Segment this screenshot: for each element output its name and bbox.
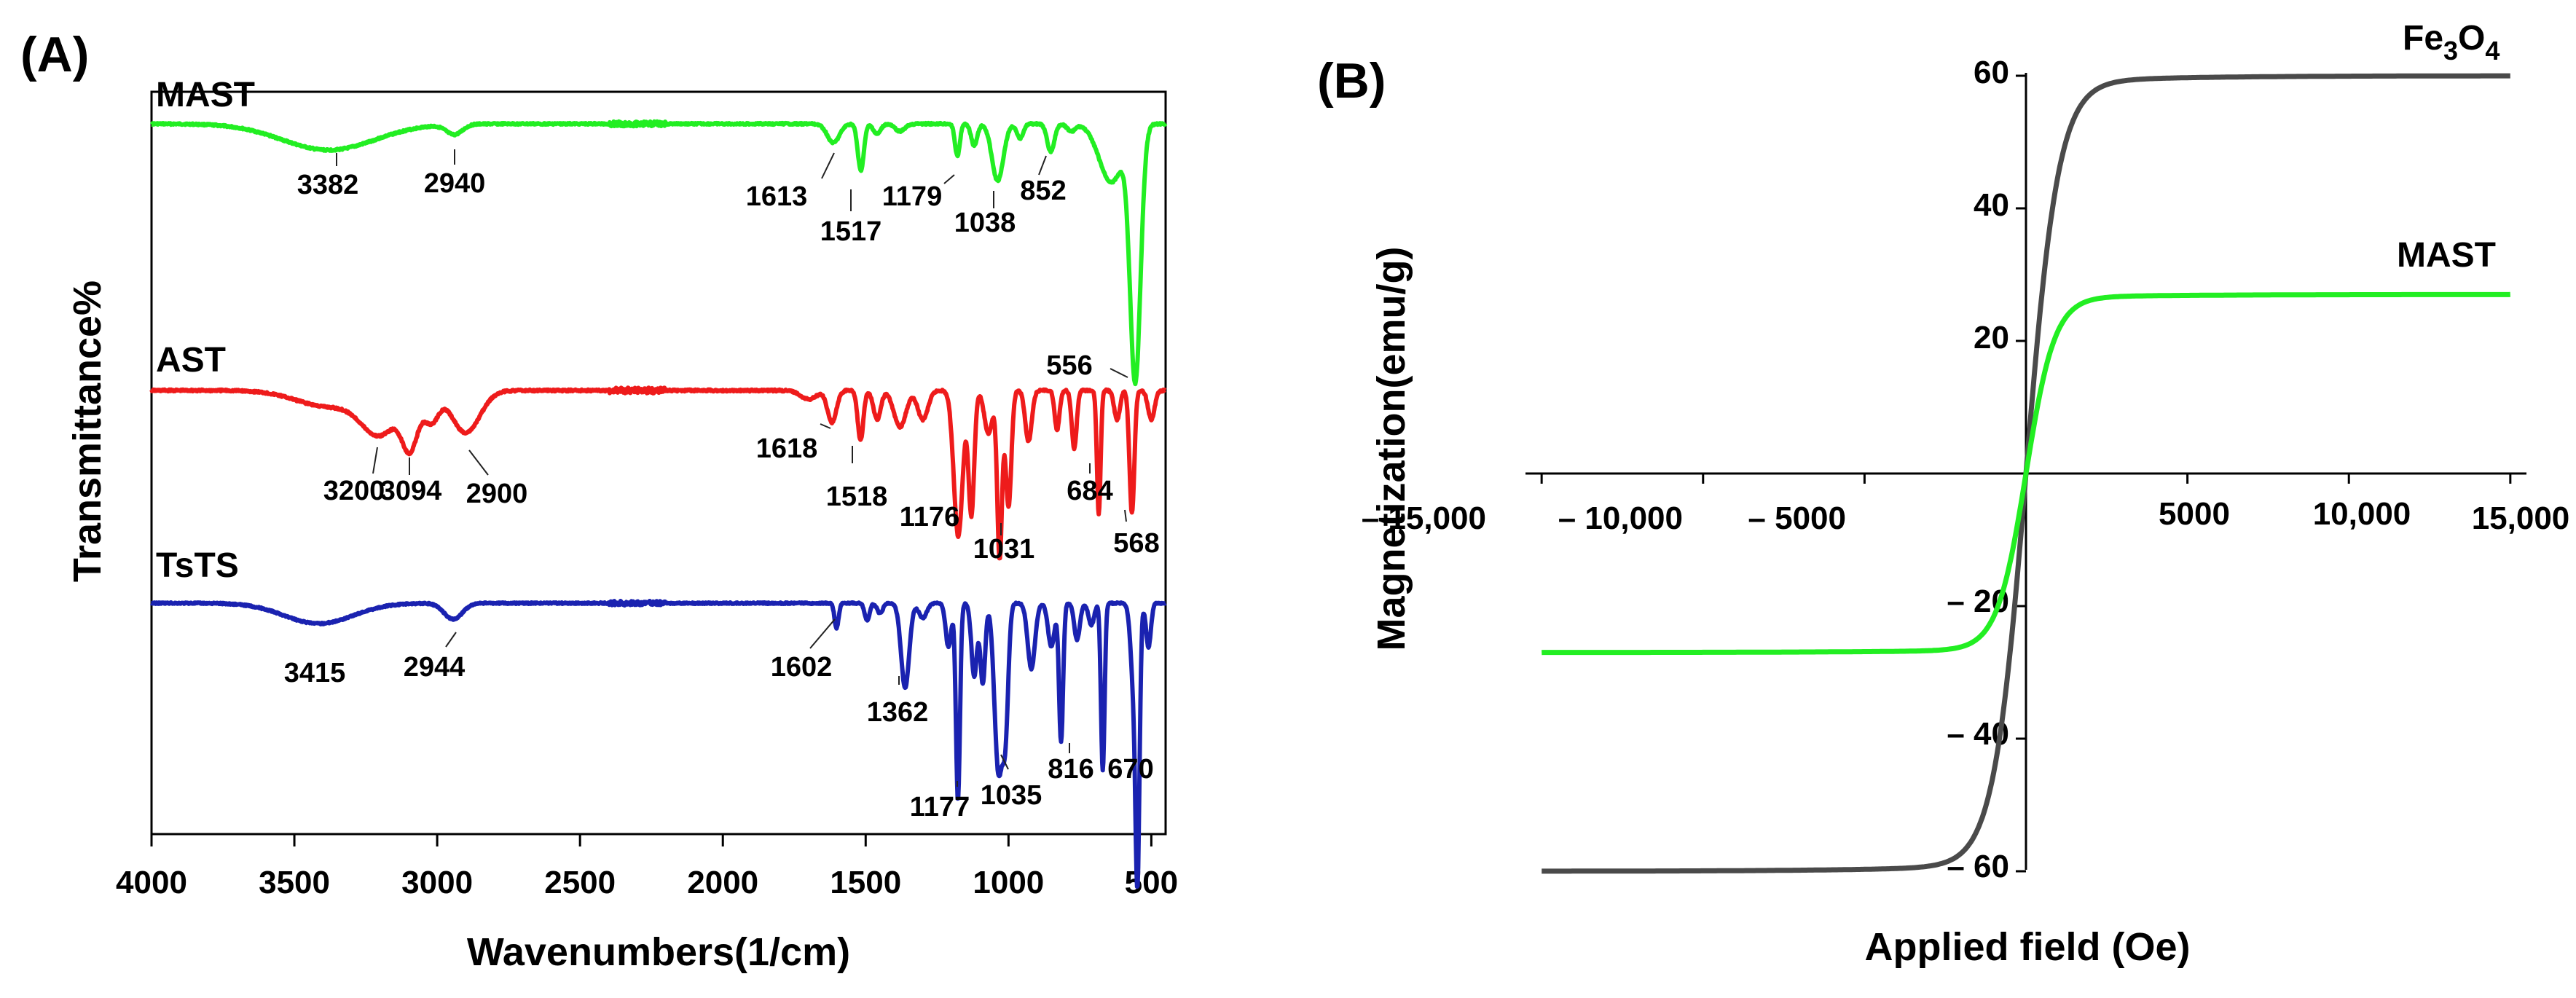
panel-a-label: (A) xyxy=(20,27,89,82)
ast-peak-labels: 3200 3094 2900 1618 1518 1176 1031 684 5… xyxy=(323,423,1160,565)
peak-label-2900: 2900 xyxy=(466,479,528,509)
x-tick-label-10000: 10,000 xyxy=(2313,496,2411,532)
peak-label-568: 568 xyxy=(1113,528,1159,559)
peak-label-1035: 1035 xyxy=(981,780,1042,811)
x-tick-label: 3000 xyxy=(401,865,473,900)
peak-label-556: 556 xyxy=(1046,350,1092,381)
peak-label-1177: 1177 xyxy=(910,792,970,822)
x-tick-label: 2500 xyxy=(544,865,616,900)
panel-a-x-axis: 4000 3500 3000 2500 2000 1500 1000 500 xyxy=(116,834,1178,900)
leader-line xyxy=(1000,754,1009,770)
x-tick-label: 4000 xyxy=(116,865,187,900)
y-tick-label-40: 40 xyxy=(1974,187,2009,223)
mast-peak-labels: 3382 2940 1613 1517 1179 1038 852 556 xyxy=(297,149,1128,381)
tsts-peak-labels: 3415 2944 1602 1362 1177 1035 816 670 xyxy=(284,618,1154,822)
peak-label-684: 684 xyxy=(1067,476,1112,506)
panel-a-frame xyxy=(150,90,1167,836)
peak-label-1362: 1362 xyxy=(867,697,929,728)
peak-label-3200: 3200 xyxy=(323,476,385,506)
peak-label-1518: 1518 xyxy=(826,482,888,512)
x-tick-label: 500 xyxy=(1125,865,1178,900)
panel-a-x-axis-title: Wavenumbers(1/cm) xyxy=(467,930,850,974)
peak-label-2944: 2944 xyxy=(404,652,466,683)
series-line-tsts-ir xyxy=(149,599,1168,889)
panel-a-y-axis-title: Transmittance% xyxy=(66,280,109,582)
x-tick-label-neg15000: – 15,000 xyxy=(1362,500,1486,536)
series-line-ast-ir xyxy=(149,385,1168,561)
peak-label-1038: 1038 xyxy=(954,208,1016,238)
leader-line xyxy=(372,447,378,474)
leader-line xyxy=(1124,509,1127,522)
y-tick-label-60: 60 xyxy=(1974,55,2009,90)
peak-label-3415: 3415 xyxy=(284,658,346,688)
series-label-ast: AST xyxy=(156,341,226,380)
panel-b-y-axis-title: Magnetization(emu/g) xyxy=(1370,247,1413,651)
series-line-mast-mag xyxy=(1542,291,2510,656)
x-tick-label-15000: 15,000 xyxy=(2472,500,2570,536)
leader-line xyxy=(445,632,457,648)
series-label-fe3o4: Fe3O4 xyxy=(2403,19,2500,66)
panel-b-x-axis xyxy=(1540,474,2512,484)
leader-line xyxy=(1110,368,1128,378)
leader-line xyxy=(1038,155,1047,176)
leader-line xyxy=(468,449,489,476)
peak-label-1179: 1179 xyxy=(882,181,942,212)
series-line-mast-ir xyxy=(149,119,1168,387)
panel-b: (B) – 15,000 – 10,000 – 5000 5000 10,000… xyxy=(1317,19,2569,969)
leader-line xyxy=(820,423,831,429)
leader-line xyxy=(809,618,836,649)
y-tick-label-20: 20 xyxy=(1974,320,2009,355)
series-label-tsts: TsTS xyxy=(156,546,239,585)
x-tick-label: 1500 xyxy=(830,865,901,900)
series-label-mast: MAST xyxy=(156,76,255,114)
leader-line xyxy=(821,152,835,179)
panel-b-x-axis-title: Applied field (Oe) xyxy=(1864,925,2190,969)
peak-label-1176: 1176 xyxy=(900,502,959,533)
panel-b-y-axis xyxy=(2016,74,2026,873)
peak-label-3382: 3382 xyxy=(297,170,359,200)
panel-b-label: (B) xyxy=(1317,53,1386,109)
peak-label-2940: 2940 xyxy=(424,168,486,199)
series-label-mast-mag: MAST xyxy=(2397,236,2496,275)
peak-label-1517: 1517 xyxy=(820,216,882,247)
peak-label-1613: 1613 xyxy=(746,181,808,212)
x-tick-label: 2000 xyxy=(687,865,758,900)
x-tick-label-5000: 5000 xyxy=(2159,496,2230,532)
peak-label-1618: 1618 xyxy=(756,433,818,464)
peak-label-1602: 1602 xyxy=(771,652,833,683)
x-tick-label: 1000 xyxy=(973,865,1044,900)
peak-label-670: 670 xyxy=(1107,754,1153,785)
panel-a: (A) 4000 3500 3000 2500 2000 1500 1000 500 Wave… xyxy=(20,27,1178,974)
peak-label-3094: 3094 xyxy=(380,476,442,506)
peak-label-816: 816 xyxy=(1048,754,1093,785)
peak-label-852: 852 xyxy=(1020,176,1066,206)
x-tick-label-neg5000: – 5000 xyxy=(1748,500,1846,536)
x-tick-label-neg10000: – 10,000 xyxy=(1558,500,1683,536)
peak-label-1031: 1031 xyxy=(973,534,1035,565)
leader-line xyxy=(943,174,955,184)
x-tick-label: 3500 xyxy=(259,865,330,900)
